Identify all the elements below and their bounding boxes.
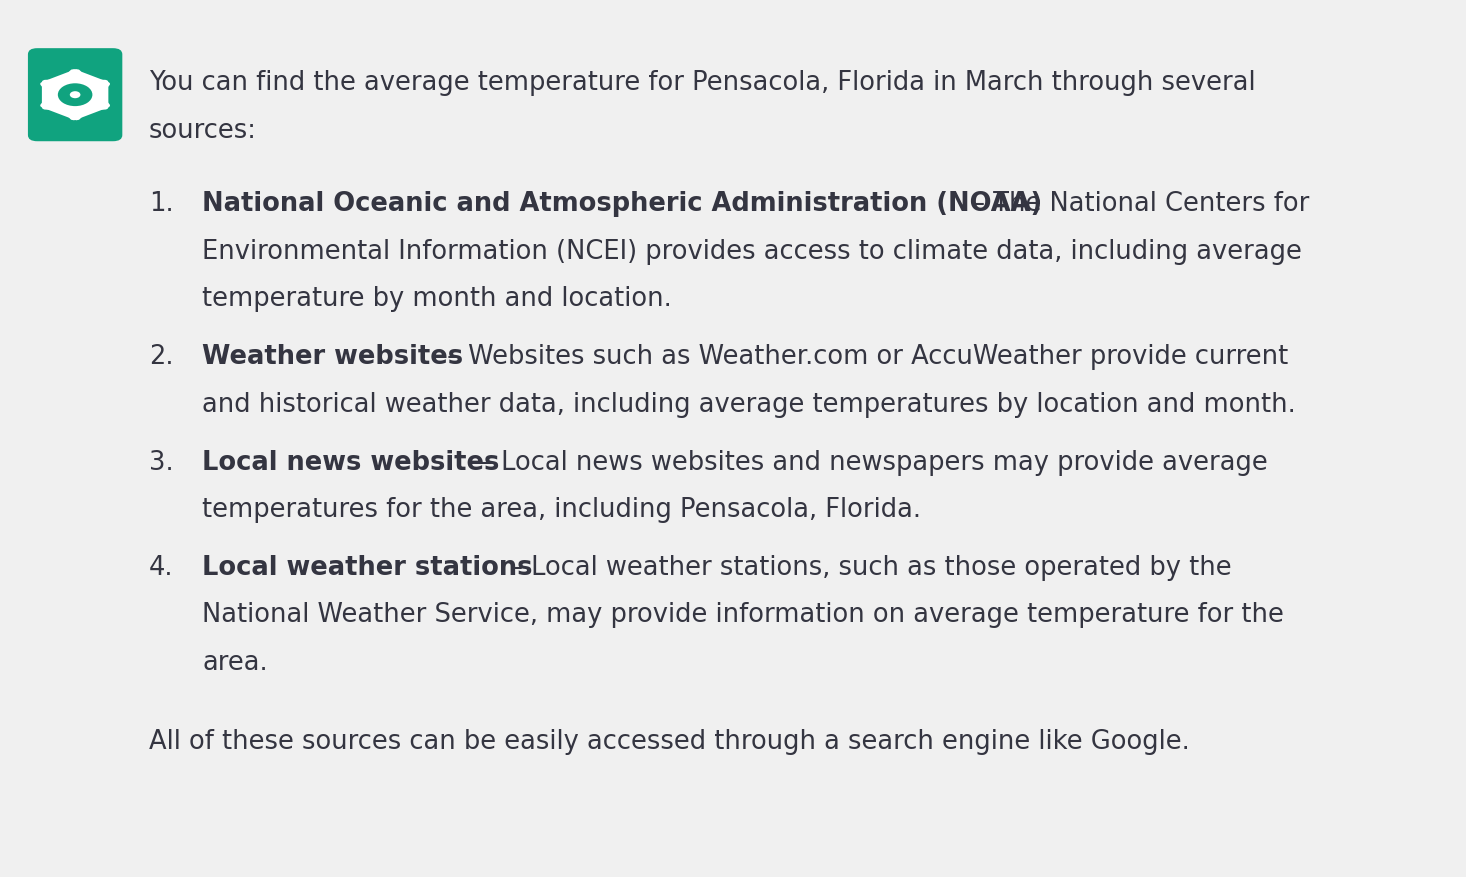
Text: Weather websites: Weather websites xyxy=(202,344,463,370)
Text: – The National Centers for: – The National Centers for xyxy=(965,191,1309,217)
Circle shape xyxy=(70,92,81,99)
Text: Local weather stations: Local weather stations xyxy=(202,554,532,581)
Text: sources:: sources: xyxy=(150,118,257,144)
Text: National Weather Service, may provide information on average temperature for the: National Weather Service, may provide in… xyxy=(202,602,1284,628)
Text: You can find the average temperature for Pensacola, Florida in March through sev: You can find the average temperature for… xyxy=(150,70,1255,96)
Text: – Websites such as Weather.com or AccuWeather provide current: – Websites such as Weather.com or AccuWe… xyxy=(438,344,1289,370)
Text: and historical weather data, including average temperatures by location and mont: and historical weather data, including a… xyxy=(202,391,1296,417)
Text: temperature by month and location.: temperature by month and location. xyxy=(202,286,671,312)
Text: National Oceanic and Atmospheric Administration (NOAA): National Oceanic and Atmospheric Adminis… xyxy=(202,191,1042,217)
FancyBboxPatch shape xyxy=(28,49,122,142)
Text: 4.: 4. xyxy=(150,554,173,581)
FancyBboxPatch shape xyxy=(43,81,66,111)
Text: Local news websites: Local news websites xyxy=(202,449,500,475)
FancyBboxPatch shape xyxy=(62,95,110,121)
Text: temperatures for the area, including Pensacola, Florida.: temperatures for the area, including Pen… xyxy=(202,496,921,523)
FancyBboxPatch shape xyxy=(40,70,89,96)
Text: – Local news websites and newspapers may provide average: – Local news websites and newspapers may… xyxy=(472,449,1268,475)
Text: 2.: 2. xyxy=(150,344,173,370)
Text: Environmental Information (NCEI) provides access to climate data, including aver: Environmental Information (NCEI) provide… xyxy=(202,239,1302,265)
Text: area.: area. xyxy=(202,649,268,675)
Text: 1.: 1. xyxy=(150,191,173,217)
Text: All of these sources can be easily accessed through a search engine like Google.: All of these sources can be easily acces… xyxy=(150,728,1190,754)
FancyBboxPatch shape xyxy=(85,81,108,111)
Text: – Local weather stations, such as those operated by the: – Local weather stations, such as those … xyxy=(501,554,1231,581)
FancyBboxPatch shape xyxy=(40,95,89,121)
FancyBboxPatch shape xyxy=(62,70,110,96)
Circle shape xyxy=(57,84,92,107)
Text: 3.: 3. xyxy=(150,449,173,475)
